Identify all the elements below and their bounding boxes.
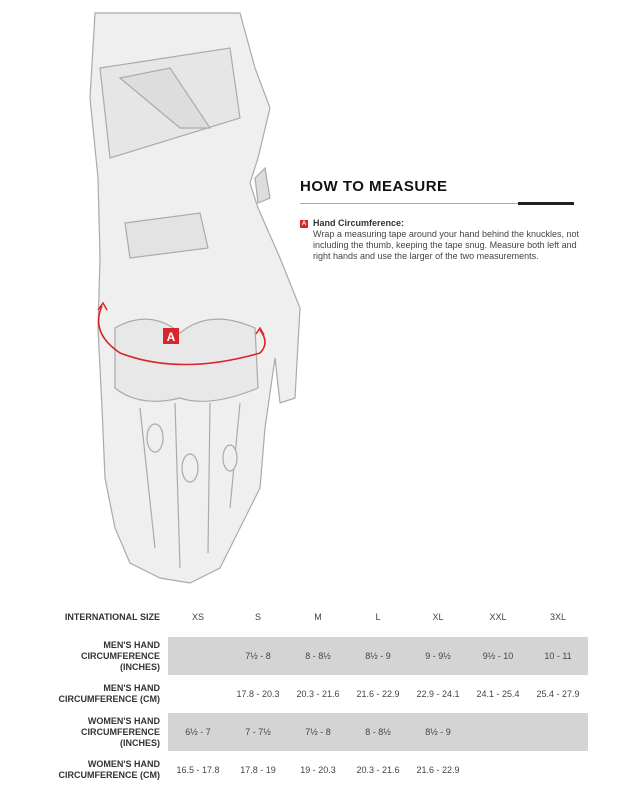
cell: 21.6 - 22.9 [416, 765, 460, 775]
cell: 9½ - 10 [468, 637, 528, 675]
cell: 7 - 7½ [228, 713, 288, 751]
cell: 8 - 8½ [348, 713, 408, 751]
divider [300, 203, 574, 204]
cell [168, 637, 228, 675]
cell: 6½ - 7 [168, 713, 228, 751]
cell: 19 - 20.3 [300, 765, 336, 775]
cell: 20.3 - 21.6 [296, 689, 340, 699]
size-3xl: 3XL [549, 612, 566, 622]
step-text: Wrap a measuring tape around your hand b… [313, 229, 580, 261]
row-label: WOMEN'S HAND CIRCUMFERENCE (INCHES) [80, 715, 160, 748]
table-header-row: INTERNATIONAL SIZE XS S M L XL XXL 3XL [40, 602, 588, 632]
cell: 10 - 11 [528, 637, 588, 675]
cell: 9 - 9½ [408, 637, 468, 675]
cell: 24.1 - 25.4 [476, 689, 520, 699]
size-xxl: XXL [489, 612, 507, 622]
table-row: WOMEN'S HAND CIRCUMFERENCE (CM) 16.5 - 1… [40, 751, 588, 789]
row-label: WOMEN'S HAND CIRCUMFERENCE (CM) [58, 759, 161, 780]
row-label: MEN'S HAND CIRCUMFERENCE (INCHES) [80, 639, 160, 672]
cell: 22.9 - 24.1 [416, 689, 460, 699]
cell: 7½ - 8 [228, 637, 288, 675]
size-l: L [375, 612, 381, 622]
size-xl: XL [432, 612, 444, 622]
size-m: M [314, 612, 322, 622]
cell: 25.4 - 27.9 [536, 689, 580, 699]
cell: 17.8 - 20.3 [236, 689, 280, 699]
divider-accent [518, 202, 574, 205]
cell [468, 713, 528, 751]
row-label: MEN'S HAND CIRCUMFERENCE (CM) [58, 683, 161, 704]
size-s: S [254, 612, 261, 622]
size-xs: XS [191, 612, 204, 622]
step-title: Hand Circumference: [313, 218, 405, 228]
cell [168, 675, 228, 713]
table-row: MEN'S HAND CIRCUMFERENCE (CM) 17.8 - 20.… [40, 675, 588, 713]
how-to-measure-title: HOW TO MEASURE [300, 178, 448, 195]
cell: 7½ - 8 [288, 713, 348, 751]
step-badge: A [300, 220, 308, 228]
size-table: INTERNATIONAL SIZE XS S M L XL XXL 3XL M… [40, 602, 588, 789]
glove-illustration: A [89, 12, 301, 584]
cell [468, 751, 528, 789]
cell [528, 713, 588, 751]
cell: 8 - 8½ [288, 637, 348, 675]
cell: 16.5 - 17.8 [176, 765, 220, 775]
cell: 8½ - 9 [408, 713, 468, 751]
header-label: INTERNATIONAL SIZE [64, 611, 160, 622]
cell: 21.6 - 22.9 [356, 689, 400, 699]
cell: 17.8 - 19 [240, 765, 276, 775]
marker-a [163, 328, 179, 344]
table-row: WOMEN'S HAND CIRCUMFERENCE (INCHES) 6½ -… [40, 713, 588, 751]
cell: 8½ - 9 [348, 637, 408, 675]
svg-text:A: A [167, 330, 176, 344]
cell [528, 751, 588, 789]
table-row: MEN'S HAND CIRCUMFERENCE (INCHES) 7½ - 8… [40, 637, 588, 675]
cell: 20.3 - 21.6 [356, 765, 400, 775]
